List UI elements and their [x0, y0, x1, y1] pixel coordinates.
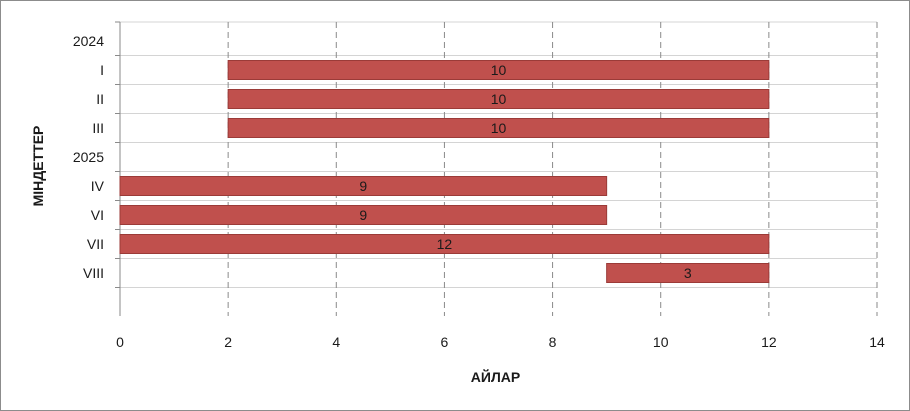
- x-axis-title: АЙЛАР: [471, 368, 520, 385]
- task-bar: [227, 89, 770, 109]
- x-tick-label: 2: [224, 334, 232, 350]
- y-tick-label: 2024: [73, 33, 104, 49]
- bar-data-label: 9: [359, 178, 367, 194]
- task-bar: [119, 176, 608, 196]
- task-bar: [227, 118, 770, 138]
- y-tick-label: III: [92, 120, 104, 136]
- y-tick-label: VIII: [83, 265, 104, 281]
- x-tick-label: 6: [441, 334, 449, 350]
- y-tick-label: I: [100, 62, 104, 78]
- x-tick-label: 14: [869, 334, 885, 350]
- y-tick-label: VI: [91, 207, 104, 223]
- x-tick-label: 8: [549, 334, 557, 350]
- x-tick-label: 10: [653, 334, 669, 350]
- x-tick-label: 4: [332, 334, 340, 350]
- bar-data-label: 12: [437, 236, 453, 252]
- y-axis-title: МІНДЕТТЕР: [30, 126, 46, 207]
- task-bar: [119, 234, 770, 254]
- bar-data-label: 10: [491, 91, 507, 107]
- task-bar: [227, 60, 770, 80]
- bar-data-label: 9: [359, 207, 367, 223]
- x-tick-label: 0: [116, 334, 124, 350]
- y-tick-label: II: [96, 91, 104, 107]
- bar-data-label: 3: [684, 265, 692, 281]
- bar-data-label: 10: [491, 62, 507, 78]
- y-tick-label: IV: [91, 178, 105, 194]
- task-bar: [119, 205, 608, 225]
- y-tick-label: 2025: [73, 149, 104, 165]
- y-tick-label: VII: [87, 236, 104, 252]
- task-bar: [606, 263, 770, 283]
- x-tick-label: 12: [761, 334, 777, 350]
- bar-data-label: 10: [491, 120, 507, 136]
